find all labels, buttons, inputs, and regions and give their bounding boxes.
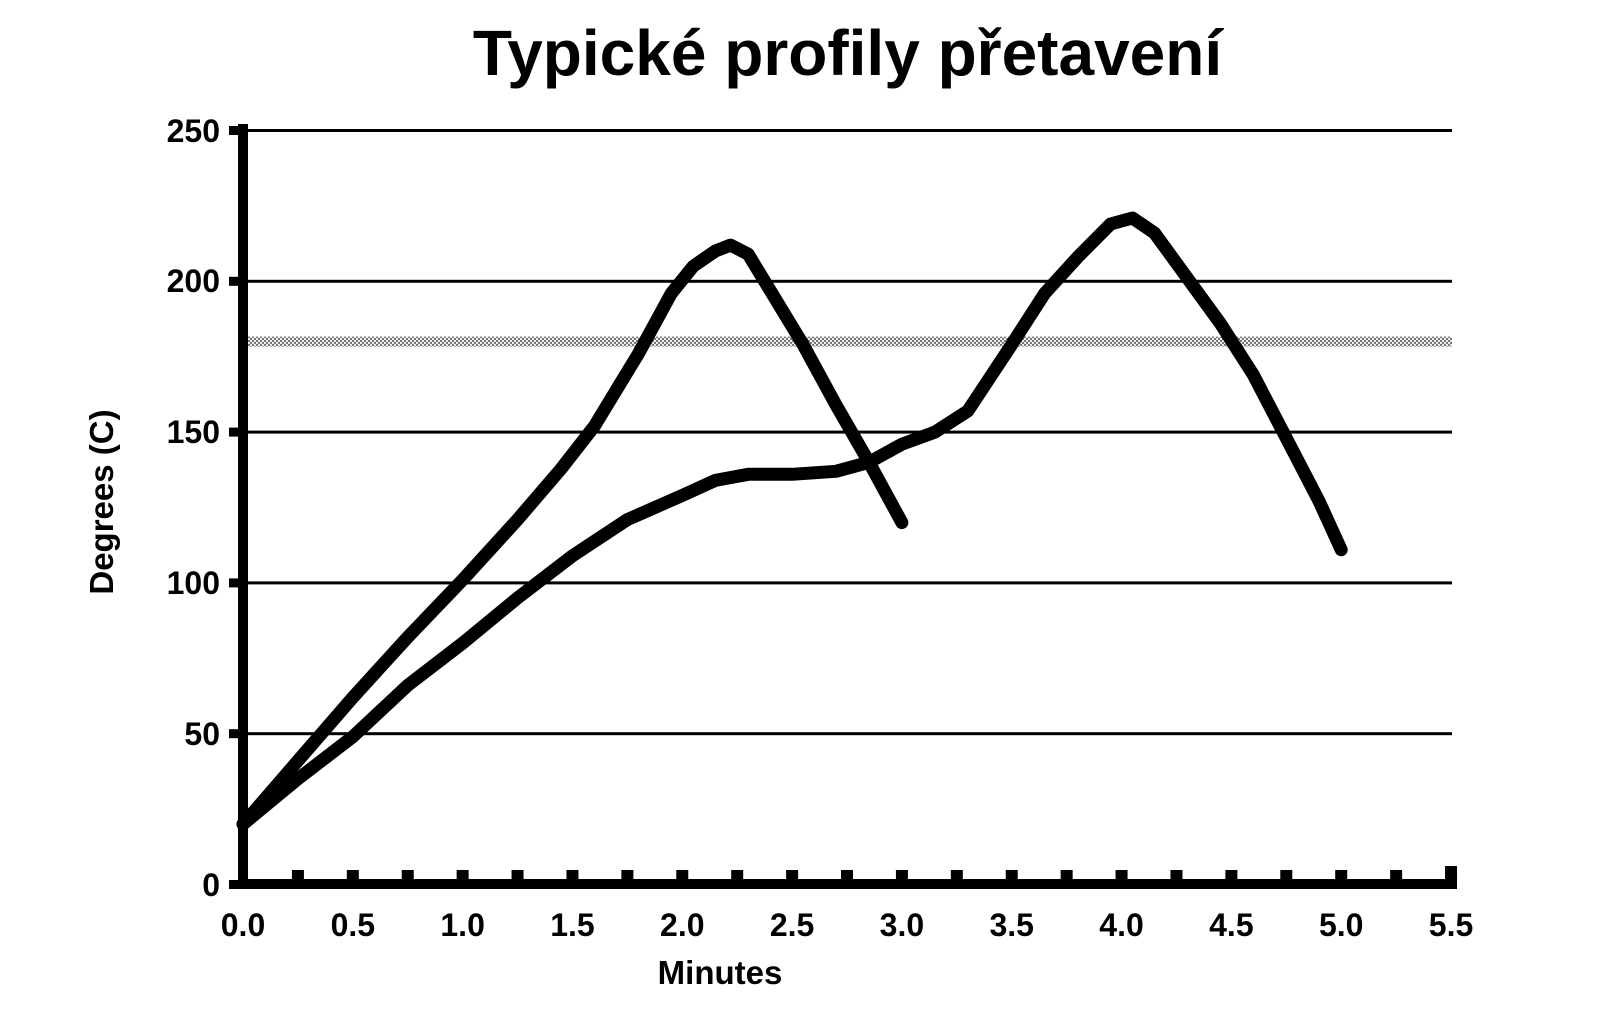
fast-reflow-profile [236,238,909,831]
x-tick [1225,870,1238,879]
x-tick-label: 0.0 [220,907,266,943]
gridline [248,732,1452,736]
x-tick [456,870,469,879]
x-tick [1390,870,1403,879]
y-tick-label: 50 [184,715,220,752]
x-tick-label: 3.0 [879,907,925,943]
x-tick [346,870,359,879]
y-tick [229,126,239,135]
x-axis-line [238,879,1457,889]
gridline [248,279,1452,283]
x-tick [1115,870,1128,879]
x-tick [1280,870,1293,879]
x-tick [291,870,304,879]
x-axis-title: Minutes [657,954,783,991]
x-tick [1005,870,1018,879]
y-tick [229,427,239,437]
y-tick [229,276,239,286]
slow-reflow-profile [236,211,1348,831]
x-tick [511,870,524,879]
chart-title: Typické profily přetavení [472,17,1223,89]
x-tick-label: 2.5 [769,907,815,943]
x-tick [566,870,579,879]
y-tick [229,729,239,739]
x-tick [401,870,414,879]
x-tick-label: 5.5 [1428,907,1474,943]
x-tick-label: 4.5 [1209,907,1254,943]
x-tick [731,870,744,879]
x-tick-label: 0.5 [330,907,376,943]
threshold-band [248,336,1452,347]
x-tick [1170,870,1183,879]
x-tick-label: 1.0 [440,907,485,943]
y-tick-label: 100 [166,564,220,601]
x-tick-label: 1.5 [550,907,595,943]
x-axis-end-tick [1445,866,1458,880]
y-tick-label: 250 [166,112,220,149]
x-tick [841,870,854,879]
y-axis-line [238,124,248,889]
x-tick-label: 3.5 [989,907,1034,943]
y-tick-label: 0 [202,866,220,903]
x-tick-label: 2.0 [660,907,705,943]
y-tick [229,880,239,889]
x-tick [950,870,963,879]
y-tick-label: 200 [166,263,220,300]
x-tick [1060,870,1073,879]
x-tick [786,870,799,879]
x-tick-label: 5.0 [1318,907,1364,943]
x-tick [676,870,689,879]
x-tick [1335,870,1348,879]
x-tick [895,870,908,879]
y-tick [229,578,239,588]
x-tick [621,870,634,879]
y-tick-label: 150 [166,414,220,451]
x-tick-label: 4.0 [1099,907,1144,943]
gridline [248,129,1452,132]
gridline [248,581,1452,585]
